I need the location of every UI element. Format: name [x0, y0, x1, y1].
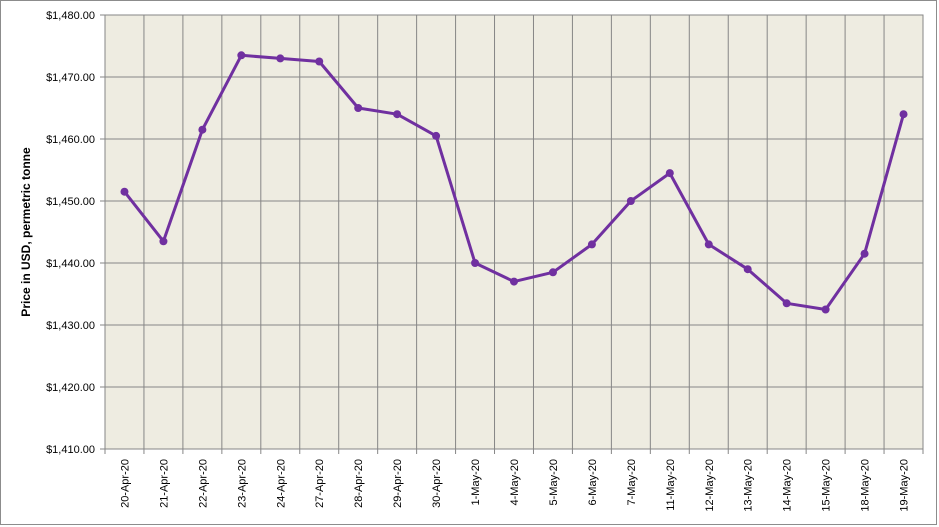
y-tick-label: $1,470.00 [46, 72, 95, 84]
x-tick-label: 1-May-20 [470, 459, 482, 505]
x-tick-label: 20-Apr-20 [119, 459, 131, 508]
x-tick-label: 22-Apr-20 [197, 459, 209, 508]
x-tick-label: 21-Apr-20 [158, 459, 170, 508]
x-tick-label: 23-Apr-20 [236, 459, 248, 508]
y-tick-label: $1,480.00 [46, 10, 95, 22]
x-tick-label: 19-May-20 [899, 459, 911, 512]
x-tick-label: 12-May-20 [704, 459, 716, 512]
data-point [198, 125, 207, 134]
x-tick-label: 7-May-20 [626, 459, 638, 505]
data-point [120, 187, 129, 196]
data-point [471, 259, 480, 267]
data-point [860, 249, 869, 258]
data-point [276, 54, 285, 63]
x-axis-ticks: 20-Apr-20 21-Apr-20 22-Apr-20 23-Apr-20 24-A… [104, 449, 924, 512]
y-tick-label: $1,410.00 [46, 444, 95, 456]
data-point [548, 268, 557, 277]
x-tick-label: 13-May-20 [743, 459, 755, 512]
data-point [237, 51, 246, 60]
data-point [704, 240, 713, 249]
data-point [393, 110, 402, 119]
y-tick-label: $1,460.00 [46, 134, 95, 146]
x-tick-label: 28-Apr-20 [353, 459, 365, 508]
data-point [510, 277, 518, 286]
x-tick-label: 5-May-20 [548, 459, 560, 505]
data-point [821, 305, 830, 314]
y-tick-label: $1,430.00 [46, 320, 95, 332]
data-point [432, 131, 441, 140]
x-tick-label: 11-May-20 [665, 459, 677, 511]
x-tick-label: 18-May-20 [860, 459, 872, 512]
data-point [587, 240, 596, 249]
y-tick-label: $1,450.00 [46, 196, 95, 208]
x-tick-label: 29-Apr-20 [392, 459, 404, 508]
x-tick-label: 15-May-20 [821, 459, 833, 512]
gridlines [105, 14, 923, 450]
data-point [354, 104, 363, 112]
data-points [120, 51, 908, 314]
data-point [315, 57, 324, 66]
data-point [782, 299, 791, 308]
x-tick-label: 14-May-20 [782, 459, 794, 512]
x-tick-label: 4-May-20 [509, 459, 521, 505]
data-point [665, 169, 674, 178]
x-tick-label: 6-May-20 [587, 459, 599, 505]
data-point [899, 110, 908, 119]
y-axis-label: Price in USD, permetric tonne [19, 147, 33, 317]
x-tick-label: 27-Apr-20 [314, 459, 326, 508]
y-tick-label: $1,420.00 [46, 382, 95, 394]
x-tick-label: 30-Apr-20 [431, 459, 443, 508]
data-point [626, 197, 635, 205]
y-tick-label: $1,440.00 [46, 258, 95, 270]
data-point [743, 265, 752, 274]
x-tick-label: 24-Apr-20 [275, 459, 287, 508]
y-axis-ticks: $1,410.00 $1,420.00 $1,430.00 $1,440.00 $1,4… [46, 10, 105, 456]
data-point [159, 237, 168, 246]
